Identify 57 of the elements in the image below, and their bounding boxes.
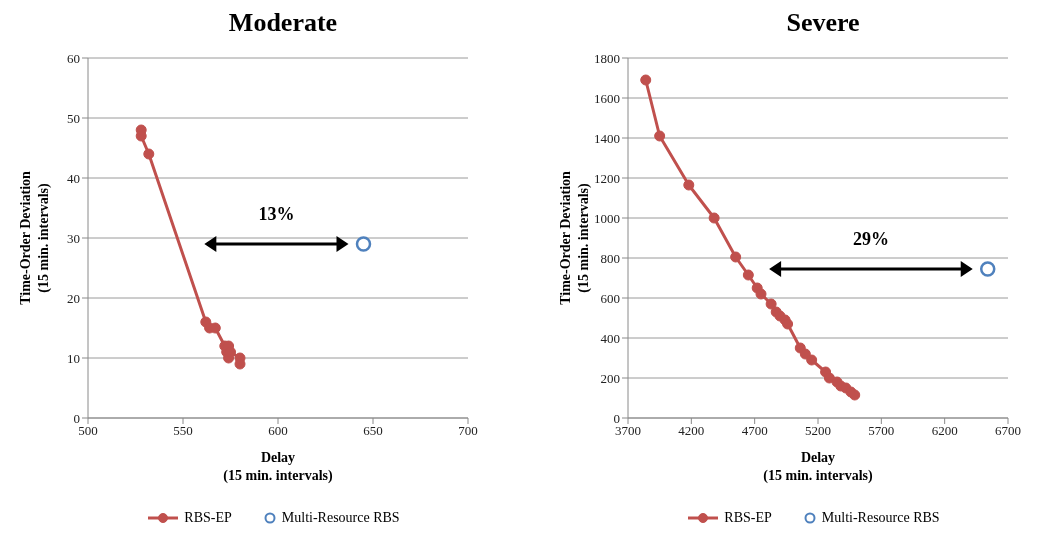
point	[765, 298, 777, 310]
point	[640, 74, 652, 86]
legend-label: RBS-EP	[723, 510, 772, 526]
y-tick-label: 1000	[594, 210, 620, 226]
legend-label: Multi-Resource RBS	[280, 510, 400, 526]
y-tick-label: 1400	[594, 130, 620, 146]
x-tick-label: 3700	[615, 423, 641, 439]
y-tick-label: 600	[600, 290, 620, 306]
y-tick-label: 800	[600, 250, 620, 266]
point	[742, 269, 754, 281]
y-tick-label: 0	[73, 410, 80, 426]
legend-label: Multi-Resource RBS	[820, 510, 940, 526]
y-tick-label: 50	[67, 110, 80, 126]
annotation: 13%	[258, 204, 295, 224]
point	[730, 251, 742, 263]
chart-title: Moderate	[227, 8, 339, 39]
chart-title: Severe	[785, 8, 861, 39]
x-tick-label: 6200	[931, 423, 958, 439]
x-tick-label: 4700	[741, 423, 768, 439]
point	[806, 354, 818, 366]
x-tick-label: 6700	[995, 423, 1021, 439]
x-tick-label: 5200	[805, 423, 831, 439]
point	[799, 348, 811, 360]
y-axis-title: Time-Order Deviation (15 min. intervals)	[558, 170, 592, 305]
x-tick-label: 650	[363, 423, 383, 439]
x-axis-title: Delay (15 min. intervals)	[763, 450, 873, 484]
x-tick-label: 500	[78, 423, 98, 439]
point	[782, 318, 794, 330]
y-tick-label: 1600	[594, 90, 620, 106]
point	[979, 261, 996, 277]
x-tick-label: 5700	[868, 423, 895, 439]
x-tick-label: 550	[173, 423, 193, 439]
y-axis-title: Time-Order Deviation (15 min. intervals)	[18, 170, 52, 305]
y-tick-label: 30	[67, 230, 80, 246]
y-tick-label: 0	[613, 410, 620, 426]
annotation: 29%	[852, 229, 889, 249]
point	[683, 179, 695, 191]
y-tick-label: 40	[67, 170, 80, 186]
x-tick-label: 600	[268, 423, 288, 439]
point	[654, 130, 666, 142]
y-tick-label: 20	[67, 290, 80, 306]
point	[755, 288, 767, 300]
x-axis-title: Delay (15 min. intervals)	[223, 450, 333, 484]
point	[708, 212, 720, 224]
x-tick-label: 4200	[678, 423, 705, 439]
y-tick-label: 1800	[594, 50, 620, 66]
point	[849, 389, 861, 401]
legend-label: RBS-EP	[183, 510, 232, 526]
y-tick-label: 200	[600, 370, 620, 386]
point	[355, 236, 372, 252]
x-tick-label: 700	[458, 423, 478, 439]
y-tick-label: 1200	[594, 170, 620, 186]
point	[143, 148, 155, 160]
y-tick-label: 10	[67, 350, 80, 366]
point	[823, 372, 835, 384]
y-tick-label: 400	[600, 330, 620, 346]
y-tick-label: 60	[67, 50, 80, 66]
